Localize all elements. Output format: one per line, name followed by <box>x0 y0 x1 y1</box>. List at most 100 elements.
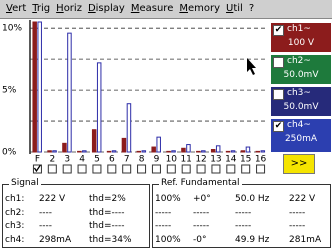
x-tick-label: 3 <box>64 155 70 165</box>
menu-item[interactable]: Horiz <box>56 3 82 14</box>
y-tick-label: 5% <box>2 86 17 96</box>
bar <box>225 150 231 153</box>
reference-cell: ----- <box>155 208 172 218</box>
reference-cell: 100% <box>155 194 181 204</box>
harmonic-checkbox[interactable] <box>226 164 236 174</box>
reference-cell: 49.9 Hz <box>235 235 270 245</box>
channel-checkbox[interactable] <box>273 89 284 100</box>
reference-cell: 100% <box>155 235 181 245</box>
harmonic-checkbox[interactable] <box>47 164 57 174</box>
bar <box>230 150 236 153</box>
signal-cell: thd=---- <box>89 208 125 218</box>
reference-cell: 50.0 Hz <box>235 194 270 204</box>
signal-cell: ch2: <box>5 208 25 218</box>
menu-item[interactable]: Util <box>226 3 243 14</box>
harmonic-checkbox[interactable] <box>107 164 117 174</box>
menu-item[interactable]: Display <box>87 3 125 14</box>
signal-box: Signal ch1: 222 V thd=2% ch2: ---- thd=---- ch… <box>2 178 150 248</box>
signal-cell: ch1: <box>5 194 25 204</box>
harmonic-checkbox[interactable] <box>241 164 251 174</box>
bar <box>201 150 206 153</box>
bar <box>156 136 161 153</box>
channel-name: ch3~ <box>287 88 311 98</box>
signal-cell: ch4: <box>5 235 25 245</box>
bar <box>77 150 82 153</box>
bar <box>171 150 176 153</box>
bar <box>215 145 221 153</box>
plot-area <box>30 20 268 152</box>
harmonic-checkbox[interactable] <box>62 164 72 174</box>
channel-checkbox[interactable]: ✔ <box>273 25 284 36</box>
reference-cell: ----- <box>193 221 210 231</box>
signal-cell: ch3: <box>5 221 25 231</box>
x-tick-label: 15 <box>240 155 251 165</box>
channel-button[interactable]: ✔ ch4~ 250mA <box>271 119 331 152</box>
channel-scale: 50.0mV <box>283 70 319 80</box>
x-tick-label: 8 <box>139 155 145 165</box>
bar <box>151 146 156 153</box>
reference-cell: ----- <box>193 208 210 218</box>
reference-cell: ----- <box>155 221 172 231</box>
x-tick-label: 6 <box>109 155 115 165</box>
channel-checkbox[interactable] <box>273 57 284 68</box>
reference-cell: ----- <box>289 221 306 231</box>
bar <box>260 150 266 153</box>
bar <box>106 150 112 153</box>
channel-button[interactable]: ch2~ 50.0mV <box>271 55 331 84</box>
bar <box>186 144 191 153</box>
harmonic-check-mark <box>33 164 41 173</box>
reference-cell: ----- <box>235 221 252 231</box>
channel-scale: 250mA <box>284 134 318 144</box>
bar <box>32 21 37 153</box>
x-tick-label: 9 <box>154 155 160 165</box>
harmonic-checkbox[interactable] <box>92 164 102 174</box>
x-tick-label: 10 <box>166 155 178 165</box>
menu-item[interactable]: Memory <box>179 3 221 14</box>
x-tick-label: 11 <box>180 155 191 165</box>
signal-title: Signal <box>9 178 41 188</box>
bar <box>47 150 52 153</box>
harmonic-checkbox[interactable] <box>181 164 191 174</box>
bar <box>82 150 87 153</box>
reference-cell: ----- <box>289 208 306 218</box>
harmonic-checkbox[interactable] <box>151 164 161 174</box>
menu-item[interactable]: Vert <box>6 3 27 14</box>
channel-name: ch1~ <box>287 24 311 34</box>
harmonic-checkbox[interactable] <box>122 164 132 174</box>
bar <box>37 21 42 153</box>
signal-cell: ---- <box>39 208 52 218</box>
x-tick-label: 14 <box>225 155 237 165</box>
signal-cell: 222 V <box>39 194 66 204</box>
bar <box>240 150 246 153</box>
channel-button[interactable]: ✔ ch1~ 100 V <box>271 23 331 52</box>
bar <box>91 129 97 153</box>
bar <box>126 103 132 153</box>
bar <box>52 150 57 153</box>
y-tick-label: 0% <box>2 148 17 158</box>
x-tick-label: F <box>35 155 40 165</box>
harmonic-checkbox[interactable] <box>196 164 206 174</box>
channel-name: ch4~ <box>287 120 311 130</box>
harmonic-checkbox[interactable] <box>211 164 221 174</box>
harmonic-checkbox[interactable] <box>77 164 87 174</box>
x-tick-label: 12 <box>195 155 206 165</box>
menu-item[interactable]: ? <box>248 3 255 14</box>
x-tick-label: 16 <box>255 155 267 165</box>
harmonic-checkbox[interactable] <box>256 164 266 174</box>
harmonic-checkbox[interactable] <box>166 164 176 174</box>
bar <box>67 32 72 153</box>
bar <box>141 150 147 153</box>
menu-item[interactable]: Measure <box>130 3 174 14</box>
more-button[interactable]: >> <box>283 154 315 174</box>
signal-cell: thd=2% <box>89 194 126 204</box>
signal-cell: thd=---- <box>89 221 125 231</box>
harmonic-checkbox[interactable] <box>137 164 147 174</box>
channel-button[interactable]: ch3~ 50.0mV <box>271 87 331 116</box>
bar <box>111 150 117 153</box>
bar <box>62 142 67 153</box>
y-tick-label: 10% <box>2 24 22 34</box>
menu-item[interactable]: Trig <box>32 3 51 14</box>
signal-cell: 298mA <box>39 235 72 245</box>
channel-checkbox[interactable]: ✔ <box>273 121 284 132</box>
